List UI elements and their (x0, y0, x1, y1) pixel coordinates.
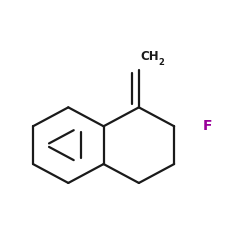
Text: 2: 2 (158, 58, 164, 66)
Text: CH: CH (140, 50, 159, 63)
Text: F: F (203, 119, 212, 133)
